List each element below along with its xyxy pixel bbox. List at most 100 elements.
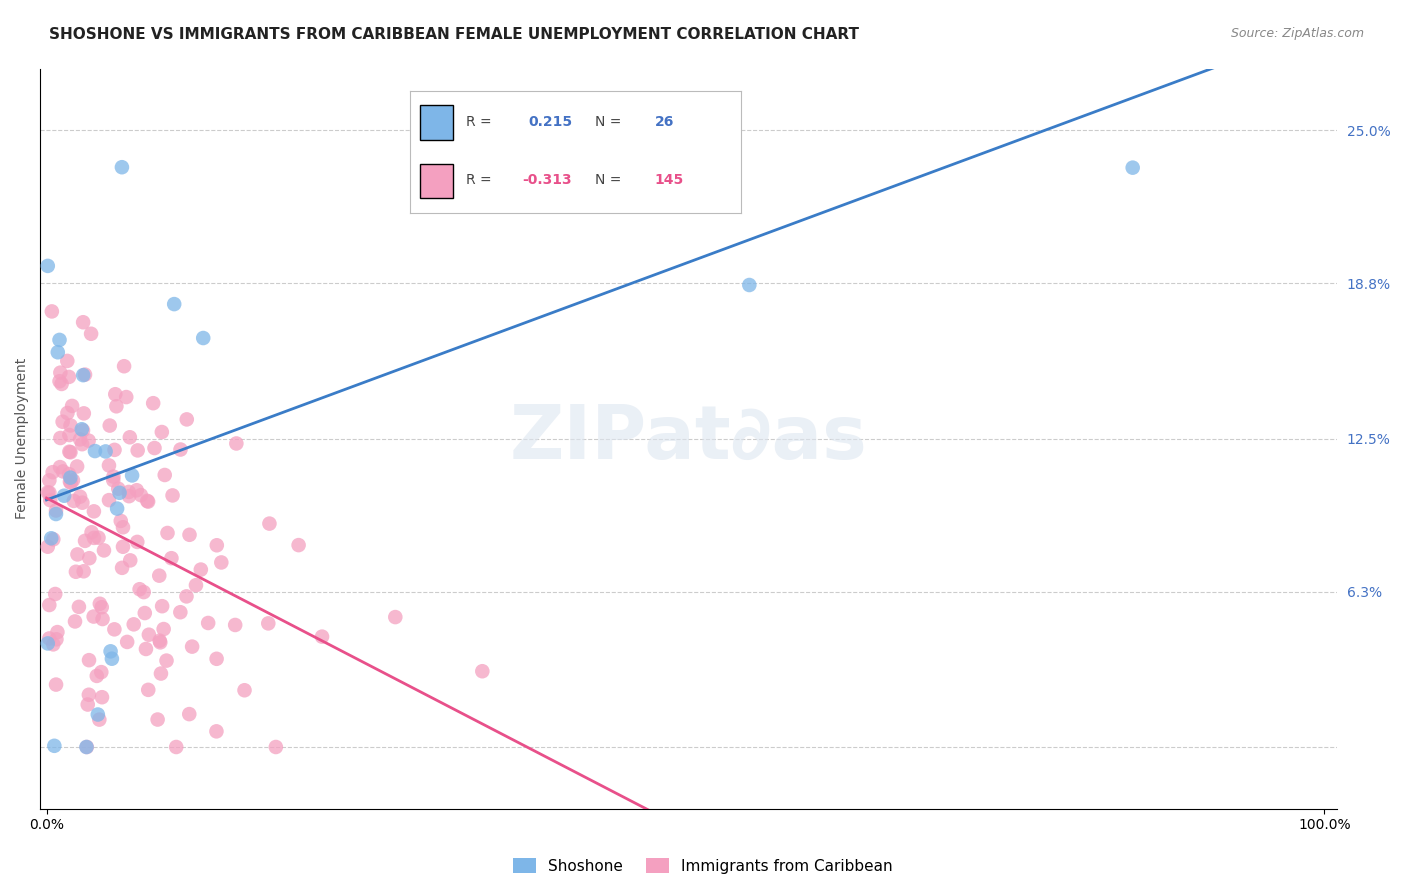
Point (138, 628, 160, 642)
Point (105, 501, 128, 516)
Point (179, 528, 201, 542)
Point (163, 297, 186, 311)
Point (56, 406, 79, 420)
Point (149, 666, 172, 681)
Point (136, 682, 159, 697)
Point (62, 473, 84, 487)
Point (105, 399, 128, 413)
Point (41, 465, 63, 479)
Point (90, 600, 112, 615)
Point (179, 707, 201, 722)
Point (59, 418, 82, 433)
Point (311, 630, 333, 644)
Point (1122, 161, 1144, 175)
Point (209, 556, 232, 570)
Point (152, 622, 174, 636)
Point (110, 514, 132, 528)
Point (150, 599, 173, 614)
Point (155, 654, 177, 668)
Point (69, 433, 91, 447)
Point (111, 540, 134, 554)
Point (38, 598, 60, 612)
Point (58, 428, 80, 442)
Point (101, 651, 124, 665)
Point (132, 585, 155, 599)
Point (190, 563, 212, 577)
Point (72, 368, 94, 383)
Point (184, 578, 207, 592)
Point (197, 615, 219, 630)
Point (63, 615, 86, 629)
Point (70, 437, 93, 451)
Point (80, 525, 103, 540)
Point (72, 424, 94, 438)
Point (610, 126, 633, 140)
Point (136, 494, 159, 508)
Point (205, 538, 228, 552)
Point (111, 561, 134, 575)
Point (93, 543, 115, 558)
Point (59, 445, 82, 459)
Point (169, 442, 191, 457)
Point (98, 458, 121, 473)
Point (49, 366, 72, 380)
Point (103, 623, 125, 637)
Point (98, 418, 121, 433)
Point (73, 533, 96, 548)
Point (49, 460, 72, 475)
Point (42, 533, 65, 547)
Point (72, 315, 94, 329)
Point (69, 490, 91, 504)
Point (181, 640, 204, 654)
Point (142, 396, 165, 410)
Point (45, 503, 67, 517)
Point (84, 444, 107, 458)
Point (41, 304, 63, 318)
Point (87, 707, 110, 722)
Point (39, 531, 62, 545)
Point (143, 441, 166, 455)
Point (76, 739, 98, 754)
Point (38, 485, 60, 500)
Legend: Shoshone, Immigrants from Caribbean: Shoshone, Immigrants from Caribbean (508, 852, 898, 880)
Point (162, 488, 184, 502)
Text: ZIPat∂as: ZIPat∂as (510, 402, 868, 475)
Point (56, 354, 79, 368)
Point (42, 637, 65, 651)
Point (59, 475, 82, 490)
Point (91, 612, 114, 626)
Point (205, 652, 228, 666)
Point (52, 415, 75, 429)
Point (91, 690, 114, 705)
Point (120, 553, 142, 567)
Point (59, 470, 82, 484)
Point (471, 665, 494, 679)
Point (76, 698, 98, 712)
Point (45, 677, 67, 691)
Point (135, 642, 157, 657)
Point (58, 444, 80, 458)
Point (127, 443, 149, 458)
Point (89, 713, 111, 727)
Point (86, 669, 108, 683)
Point (257, 616, 280, 631)
Point (37, 259, 59, 273)
Point (46, 625, 69, 640)
Point (122, 617, 145, 632)
Point (115, 635, 138, 649)
Point (287, 538, 309, 552)
Point (37, 636, 59, 650)
Point (149, 633, 172, 648)
Point (156, 526, 179, 541)
Point (98, 493, 121, 508)
Point (134, 606, 156, 620)
Point (264, 739, 287, 754)
Point (77, 688, 100, 702)
Point (165, 739, 187, 754)
Point (129, 488, 152, 502)
Point (108, 485, 131, 500)
Point (76, 739, 98, 754)
Point (79, 551, 101, 566)
Point (107, 482, 129, 496)
Point (118, 485, 141, 500)
